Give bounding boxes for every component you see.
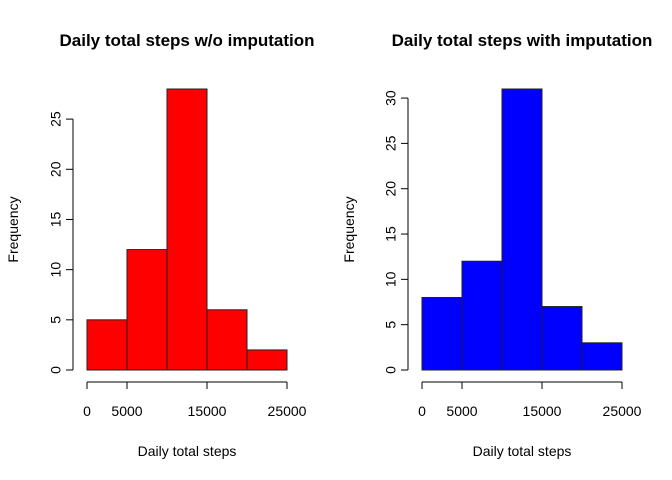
y-tick-label: 25 — [48, 111, 64, 127]
histogram-bar — [541, 306, 583, 371]
y-tick-label: 15 — [383, 226, 399, 242]
y-tick-label: 0 — [383, 366, 399, 374]
x-axis-label: Daily total steps — [473, 443, 572, 459]
x-tick-label: 15000 — [188, 403, 227, 419]
y-tick-label: 10 — [48, 262, 64, 278]
x-tick-label: 25000 — [268, 403, 307, 419]
x-tick-label: 0 — [418, 403, 426, 419]
y-tick-label: 25 — [383, 135, 399, 151]
histogram-bar — [581, 342, 623, 371]
y-tick-label: 20 — [383, 181, 399, 197]
histogram-bar — [461, 260, 503, 371]
y-axis-label: Frequency — [341, 196, 357, 262]
x-tick-label: 5000 — [446, 403, 477, 419]
y-tick-label: 20 — [48, 161, 64, 177]
y-tick-label: 15 — [48, 211, 64, 227]
y-tick-label: 0 — [48, 366, 64, 374]
y-tick-label: 30 — [383, 90, 399, 106]
x-axis-label: Daily total steps — [138, 443, 237, 459]
histogram-bar — [166, 88, 208, 371]
x-tick-label: 25000 — [603, 403, 642, 419]
histogram-bar — [421, 296, 463, 371]
histogram-bar — [206, 309, 248, 371]
histogram-bar — [246, 349, 288, 371]
histogram-without-imputation: Daily total steps w/o imputation Daily t… — [5, 31, 315, 459]
y-tick-label: 5 — [383, 321, 399, 329]
histogram-bar — [86, 319, 128, 371]
chart-title: Daily total steps with imputation — [392, 31, 653, 50]
histogram-bar — [501, 88, 543, 371]
histogram-bar — [126, 249, 168, 371]
x-tick-label: 5000 — [111, 403, 142, 419]
chart-title: Daily total steps w/o imputation — [59, 31, 314, 50]
histogram-with-imputation: Daily total steps with imputation Daily … — [341, 31, 652, 459]
y-tick-label: 10 — [383, 271, 399, 287]
y-tick-label: 5 — [48, 316, 64, 324]
x-tick-label: 15000 — [523, 403, 562, 419]
y-axis-label: Frequency — [5, 196, 21, 262]
x-tick-label: 0 — [83, 403, 91, 419]
